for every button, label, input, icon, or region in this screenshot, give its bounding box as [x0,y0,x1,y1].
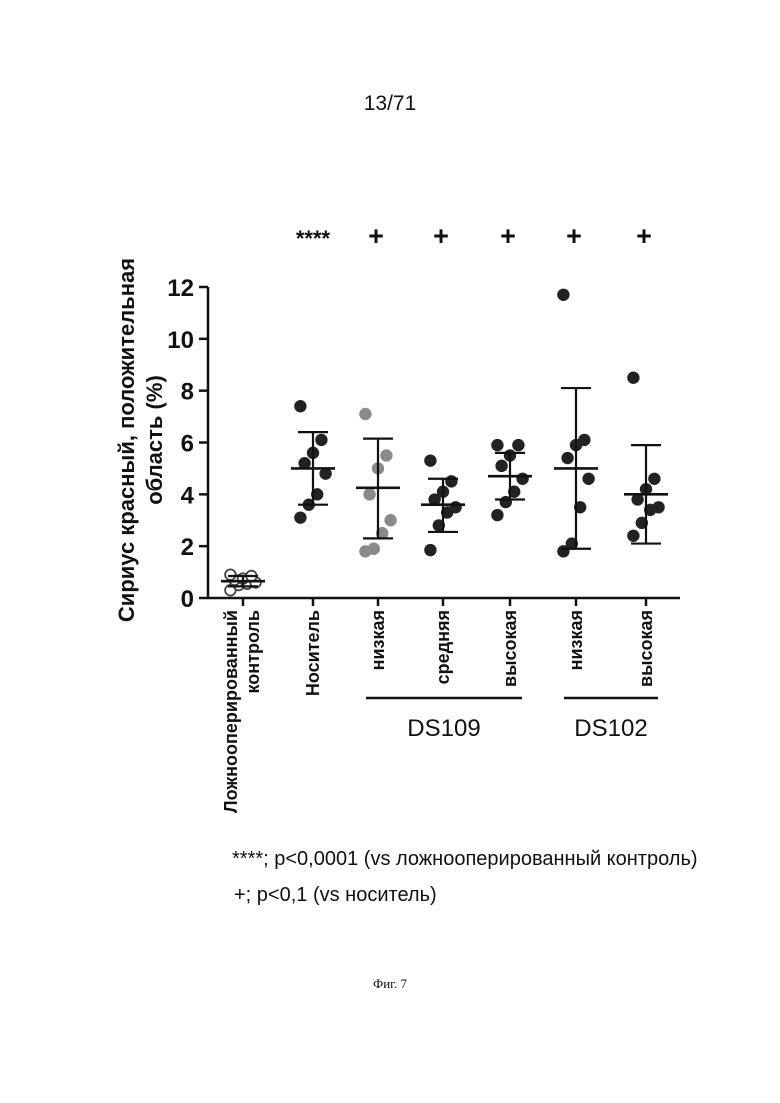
y-tick-label: 12 [167,275,194,302]
data-point [496,461,507,472]
x-category-label: низкая [566,610,586,670]
dot-plot-chart: 0 2 4 6 8 10 12Сириус красный, положительнаяоб… [0,0,780,830]
footnote-significance-plus: +; p<0,1 (vs носитель) [234,884,437,907]
x-category-label: высокая [636,610,656,687]
data-point [316,435,327,446]
y-tick-label: 10 [167,327,194,354]
data-point [295,512,306,523]
data-point [558,289,569,300]
data-point [492,510,503,521]
data-point [628,372,639,383]
group-bracket-label: DS109 [407,715,480,742]
y-axis-label: Сириус красный, положительнаяобласть (%) [114,258,167,622]
data-point [425,455,436,466]
y-tick-label: 8 [181,379,194,406]
significance-marker: + [500,221,516,251]
data-point [628,531,639,542]
x-category-label: средняя [433,610,453,684]
data-point [653,502,664,513]
data-point [558,546,569,557]
footnote-significance-four-stars: ****; p<0,0001 (vs ложнооперированный ко… [232,848,698,871]
data-point [225,569,236,580]
y-tick-label: 2 [181,534,194,561]
x-category-label: Ложнооперированныйконтроль [221,610,263,813]
data-point [513,440,524,451]
data-point [364,489,375,500]
data-point [583,473,594,484]
data-point [320,468,331,479]
significance-marker: + [566,221,582,251]
x-category-label: низкая [368,610,388,670]
data-point [299,458,310,469]
data-point [579,435,590,446]
group-bracket-label: DS102 [574,715,647,742]
data-point [562,453,573,464]
y-tick-label: 0 [181,586,194,613]
data-point [632,494,643,505]
data-point [425,545,436,556]
x-category-label: Носитель [303,610,323,696]
plot-area: 0 2 4 6 8 10 12Сириус красный, положительнаяоб… [114,221,680,813]
data-point [649,473,660,484]
y-tick-label: 6 [181,431,194,458]
data-point [446,476,457,487]
data-point [385,515,396,526]
significance-marker: + [368,221,384,251]
data-point [295,401,306,412]
x-category-label: высокая [500,610,520,687]
significance-marker: + [433,221,449,251]
significance-marker: + [636,221,652,251]
data-point [360,409,371,420]
figure-caption: Фиг. 7 [0,976,780,992]
data-point [429,494,440,505]
data-point [381,450,392,461]
significance-marker: **** [296,226,331,251]
y-tick-label: 4 [181,482,195,509]
data-point [492,440,503,451]
data-point [369,543,380,554]
